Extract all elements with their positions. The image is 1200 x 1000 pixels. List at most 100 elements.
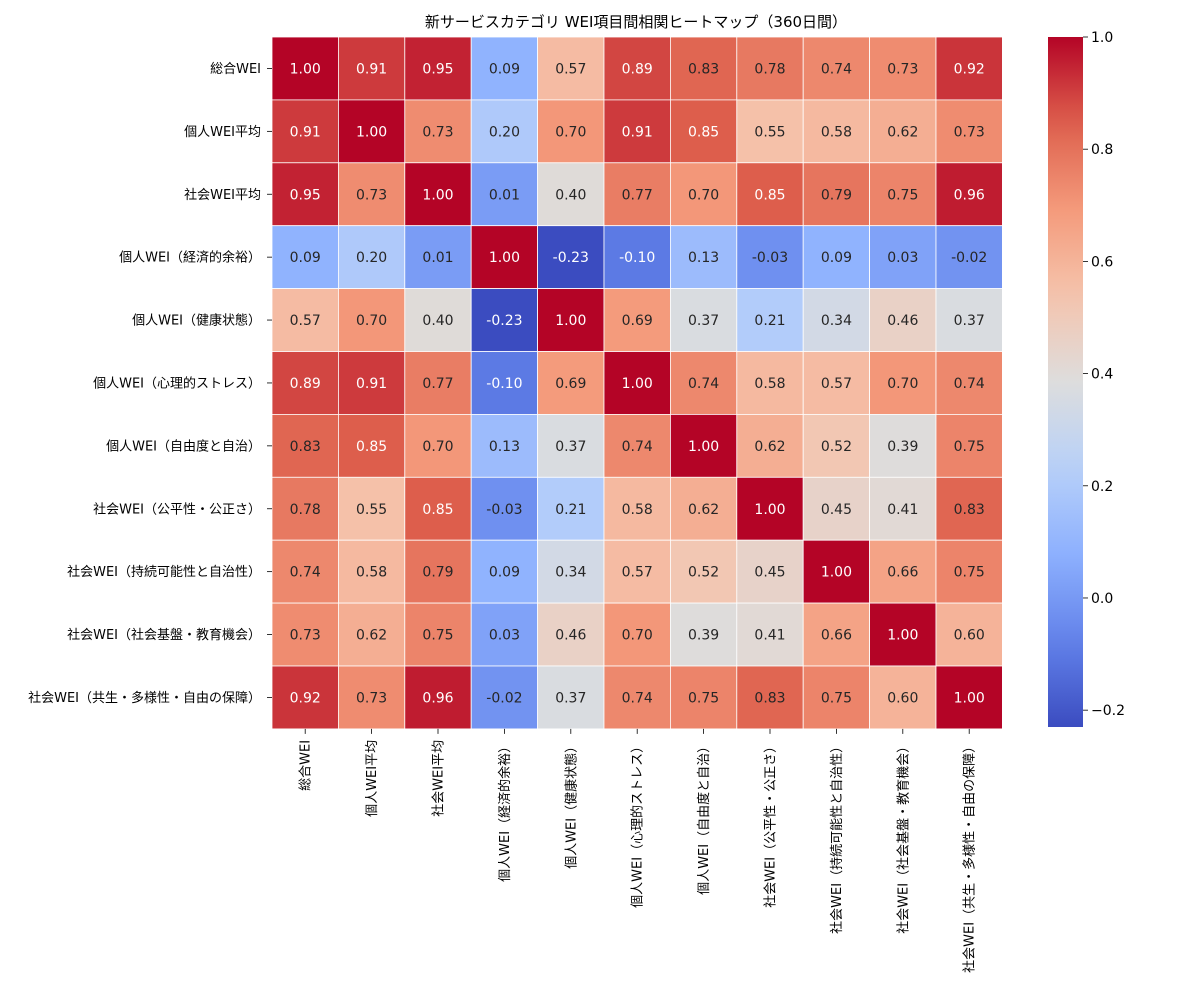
x-tick-label: 社会WEI（持続可能性と自治性） <box>829 740 845 934</box>
heatmap-cell <box>537 602 605 667</box>
cell-value-label: 0.74 <box>622 690 653 706</box>
heatmap-cell <box>935 413 1003 478</box>
cell-value-label: 0.78 <box>290 502 321 518</box>
cell-value-label: 0.77 <box>622 187 653 203</box>
x-tick-label: 総合WEI <box>299 740 314 791</box>
heatmap-cell <box>470 476 539 541</box>
heatmap-cell <box>404 99 472 164</box>
cell-value-label: 0.57 <box>555 61 586 77</box>
cell-value-label: 0.37 <box>688 313 719 329</box>
x-tick-label: 社会WEI平均 <box>431 740 447 817</box>
x-tick-label: 社会WEI（共生・多様性・自由の保障） <box>962 740 978 973</box>
cell-value-label: 0.70 <box>887 376 918 392</box>
y-tick-label: 社会WEI（社会基盤・教育機会） <box>67 627 261 643</box>
x-tick-label: 社会WEI（社会基盤・教育機会） <box>895 740 911 934</box>
cell-value-label: 0.70 <box>688 187 719 203</box>
heatmap-cell <box>935 36 1003 101</box>
heatmap-cell <box>404 413 472 478</box>
colorbar <box>1048 37 1083 727</box>
y-tick-label: 社会WEI（持続可能性と自治性） <box>67 564 261 580</box>
cell-value-label: 0.39 <box>887 439 918 455</box>
heatmap-cell <box>736 413 804 478</box>
cell-value-label: 0.83 <box>290 439 321 455</box>
heatmap-cell <box>271 539 339 604</box>
cell-value-label: 0.57 <box>821 376 852 392</box>
y-tick-label: 個人WEI（健康状態） <box>132 313 261 329</box>
heatmap-cell <box>470 36 539 101</box>
cell-value-label: 1.00 <box>688 439 719 455</box>
x-tick-label: 個人WEI（自由度と自治） <box>696 740 712 895</box>
heatmap-cell <box>869 288 937 352</box>
cell-value-label: 0.91 <box>622 124 653 140</box>
heatmap-cell <box>470 539 539 604</box>
heatmap-cell <box>404 36 472 101</box>
cell-value-label: 0.52 <box>688 565 719 581</box>
heatmap-cell <box>670 476 738 541</box>
heatmap-cell <box>337 288 406 352</box>
cell-value-label: 0.91 <box>356 61 387 77</box>
cell-value-label: 0.45 <box>821 502 852 518</box>
heatmap-cell <box>603 602 671 667</box>
cell-value-label: 0.40 <box>555 187 586 203</box>
cell-value-label: 0.78 <box>754 61 785 77</box>
x-tick-label: 個人WEI（心理的ストレス） <box>630 740 646 908</box>
heatmap-cell <box>869 476 937 541</box>
cell-value-label: 1.00 <box>555 313 586 329</box>
x-tick-label: 個人WEI（経済的余裕） <box>497 740 513 882</box>
heatmap-cell <box>271 351 339 415</box>
heatmap-cell <box>935 225 1003 289</box>
colorbar-tick-label: 0.0 <box>1091 591 1113 607</box>
colorbar-tick-label: 0.6 <box>1091 254 1113 270</box>
x-tick-label: 個人WEI平均 <box>365 740 380 817</box>
colorbar-tick-label: 0.2 <box>1091 479 1113 495</box>
heatmap-cell <box>935 602 1003 667</box>
heatmap-cell <box>736 476 804 541</box>
cell-value-label: 0.46 <box>555 628 586 644</box>
heatmap-cell <box>271 162 339 227</box>
heatmap-cell <box>802 225 871 289</box>
cell-value-label: 0.91 <box>290 124 321 140</box>
heatmap-cell <box>470 602 539 667</box>
cell-value-label: 0.37 <box>555 690 586 706</box>
heatmap-cell <box>670 288 738 352</box>
cell-value-label: 0.34 <box>555 565 586 581</box>
heatmap-cell <box>869 99 937 164</box>
heatmap-cell <box>537 36 605 101</box>
cell-value-label: 0.39 <box>688 628 719 644</box>
cell-value-label: 0.75 <box>422 628 453 644</box>
heatmap-cell <box>802 351 871 415</box>
colorbar-tick-label: 1.0 <box>1091 30 1113 46</box>
cell-value-label: 0.89 <box>622 61 653 77</box>
heatmap-cell <box>603 225 671 289</box>
cell-value-label: 0.69 <box>622 313 653 329</box>
heatmap-cell <box>736 539 804 604</box>
heatmap-cell <box>271 413 339 478</box>
y-tick-label: 個人WEI（心理的ストレス） <box>93 375 261 391</box>
cell-value-label: 0.58 <box>821 124 852 140</box>
heatmap-cell <box>271 665 339 730</box>
cell-value-label: 0.70 <box>422 439 453 455</box>
heatmap-cell <box>869 665 937 730</box>
cell-value-label: 0.85 <box>754 187 785 203</box>
cell-value-label: 0.62 <box>356 628 387 644</box>
cell-value-label: 0.77 <box>422 376 453 392</box>
cell-value-label: 0.70 <box>622 628 653 644</box>
cell-value-label: 0.66 <box>887 565 918 581</box>
cell-value-label: 0.01 <box>489 187 520 203</box>
cell-value-label: 0.66 <box>821 628 852 644</box>
cell-value-label: 0.41 <box>887 502 918 518</box>
cell-value-label: 0.41 <box>754 628 785 644</box>
heatmap-cell <box>603 36 671 101</box>
y-tick-label: 社会WEI平均 <box>184 187 261 203</box>
cell-value-label: 0.75 <box>821 690 852 706</box>
y-tick-label: 総合WEI <box>210 62 261 77</box>
heatmap-cell <box>670 99 738 164</box>
cell-value-label: 0.73 <box>422 124 453 140</box>
x-tick-label: 社会WEI（公平性・公正さ） <box>763 740 779 908</box>
heatmap-cell <box>935 539 1003 604</box>
cell-value-label: 0.62 <box>754 439 785 455</box>
cell-value-label: 0.85 <box>356 439 387 455</box>
cell-value-label: 0.37 <box>555 439 586 455</box>
cell-value-label: 0.75 <box>954 565 985 581</box>
